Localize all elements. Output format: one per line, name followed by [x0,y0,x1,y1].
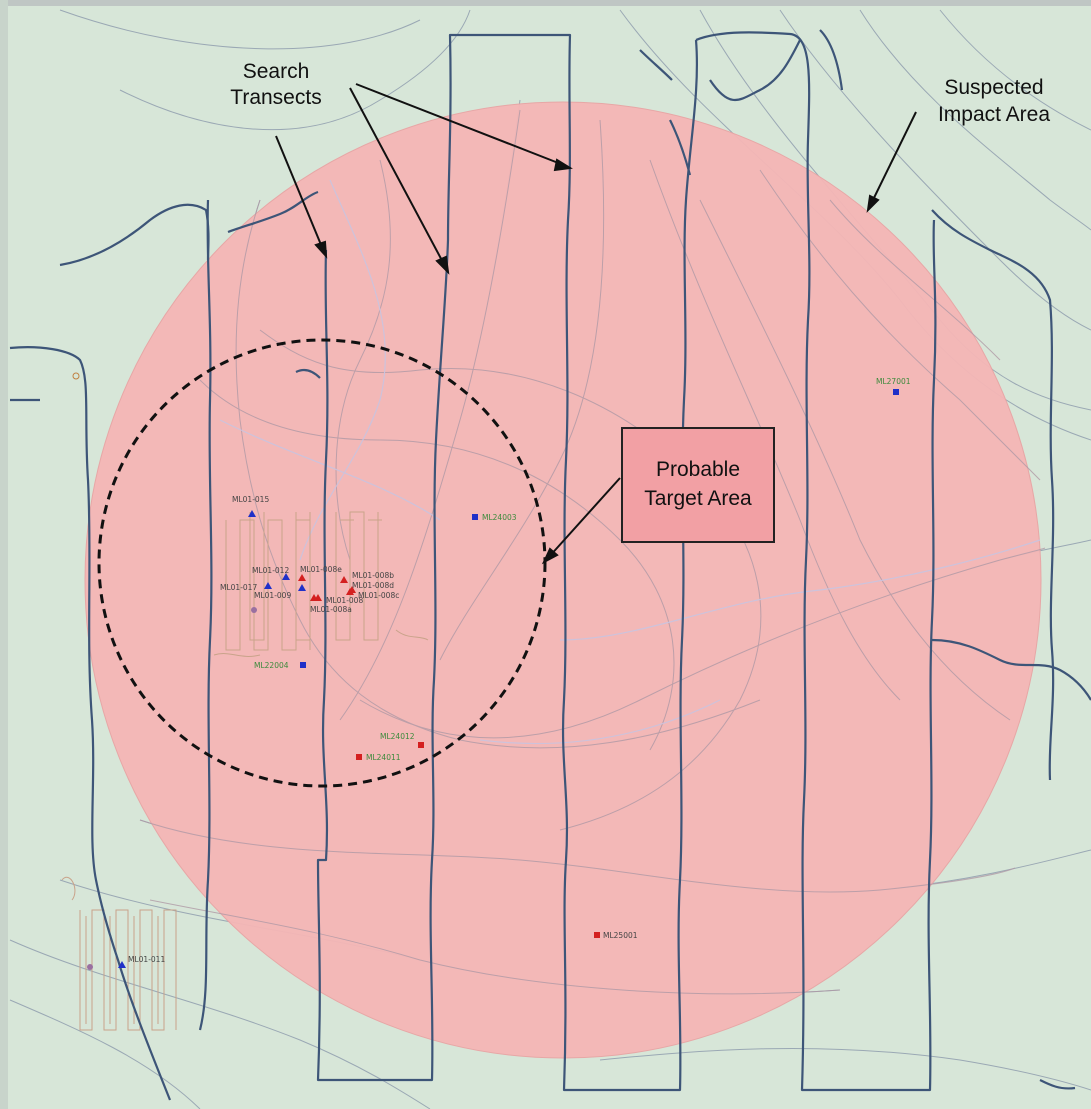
label-suspected-impact-area-line2: Impact Area [938,103,1050,126]
marker-ML01-008a[interactable] [310,594,318,601]
search-transects [9,29,1091,1101]
marker-ML01-008e[interactable] [298,574,306,581]
label-suspected-impact-area-line1: Suspected [944,76,1043,99]
label-ML01-009: ML01-009 [254,591,291,600]
marker-ML01-011[interactable] [118,961,126,968]
label-ML24003: ML24003 [482,513,517,522]
suspected-impact-area [84,101,1042,1059]
map-frame-left [0,0,8,1109]
label-search-transects-line1: Search [243,60,310,83]
marker-purple-dot-lower [87,964,93,970]
marker-ML24003[interactable] [472,514,478,520]
label-ML24012: ML24012 [380,732,415,741]
marker-ML25001[interactable] [594,932,600,938]
marker-ML27001[interactable] [893,389,899,395]
label-search-transects-line2: Transects [230,86,321,109]
label-ML01-017: ML01-017 [220,583,257,592]
marker-ML22004[interactable] [300,662,306,668]
label-ML22004: ML22004 [254,661,289,670]
marker-ML01-009[interactable] [298,584,306,591]
marker-ML24011[interactable] [356,754,362,760]
label-ML01-012: ML01-012 [252,566,289,575]
probable-target-area-circle [97,338,547,788]
label-ML01-008c: ML01-008c [358,591,399,600]
label-probable-target-area-line1: Probable [656,458,740,481]
search-grid-left [213,511,429,657]
callout-arrows [275,83,917,565]
feature-markers: ML01-015 ML01-012 ML01-017 ML01-009 ML01… [72,372,911,970]
label-ML01-008a: ML01-008a [310,605,352,614]
marker-orange-dot [72,372,80,380]
label-ML27001: ML27001 [876,377,911,386]
label-ML01-008e: ML01-008e [300,565,342,574]
label-ML01-015: ML01-015 [232,495,269,504]
marker-ML01-008b[interactable] [340,576,348,583]
map-frame [0,0,1091,6]
marker-ML01-015[interactable] [248,510,256,517]
marker-ML01-008c[interactable] [346,588,354,595]
label-probable-target-area-line2: Target Area [644,487,752,510]
label-ML01-011: ML01-011 [128,955,165,964]
marker-ML01-012[interactable] [282,573,290,580]
label-ML01-008d: ML01-008d [352,581,394,590]
search-grid-lower-left [61,877,177,1031]
label-ML25001: ML25001 [603,931,638,940]
label-ML01-008: ML01-008 [326,596,363,605]
marker-ML24012[interactable] [418,742,424,748]
label-ML24011: ML24011 [366,753,401,762]
marker-purple-dot [251,607,257,613]
probable-target-area-box [621,427,775,543]
label-ML01-008b: ML01-008b [352,571,394,580]
marker-ML01-017[interactable] [264,582,272,589]
